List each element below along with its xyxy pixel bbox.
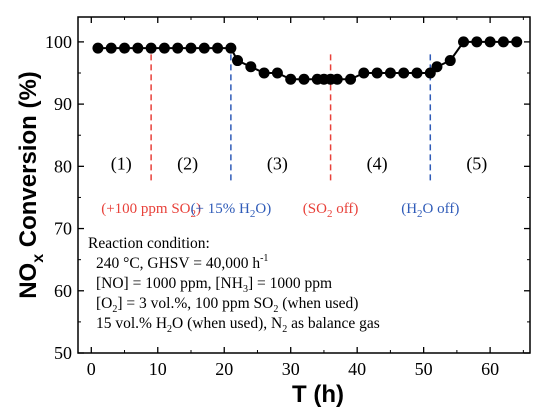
event-markers: (+100 ppm SO2)(+ 15% H2O) (SO2 off) (H2O o… bbox=[101, 54, 459, 220]
data-point bbox=[497, 36, 509, 48]
data-point bbox=[132, 42, 144, 54]
stage-label: (2) bbox=[177, 153, 198, 174]
annotation-line: 15 vol.% H2O (when used), N2 as balance … bbox=[96, 315, 380, 335]
event-label: (+100 ppm SO2) bbox=[101, 201, 201, 220]
annotation-line: Reaction condition: bbox=[88, 235, 210, 252]
stage-label: (1) bbox=[111, 153, 132, 174]
x-tick-label: 50 bbox=[415, 359, 433, 379]
data-point bbox=[398, 67, 410, 79]
data-point bbox=[258, 67, 270, 79]
data-point bbox=[331, 73, 343, 85]
chart-labels: T (h) NOx Conversion (%) (1) (2) (3) (4) (5) Re… bbox=[15, 71, 487, 408]
stage-label: (5) bbox=[466, 153, 487, 174]
data-point bbox=[271, 67, 283, 79]
data-point bbox=[285, 73, 297, 85]
data-point bbox=[212, 42, 224, 54]
data-point bbox=[345, 73, 357, 85]
data-point bbox=[232, 55, 244, 67]
data-point bbox=[105, 42, 117, 54]
data-point bbox=[444, 55, 456, 67]
y-tick-label: 100 bbox=[45, 32, 72, 52]
axis-ticks: 0 10 20 30 40 50 60 50 60 70 80 90 100 bbox=[45, 17, 530, 379]
data-point bbox=[358, 67, 370, 79]
y-tick-label: 50 bbox=[54, 343, 72, 363]
plot-frame bbox=[77, 16, 531, 354]
stage-label: (3) bbox=[267, 153, 288, 174]
data-point bbox=[92, 42, 104, 54]
data-point bbox=[384, 67, 396, 79]
y-tick-label: 80 bbox=[54, 156, 72, 176]
data-point bbox=[298, 73, 310, 85]
x-tick-label: 10 bbox=[149, 359, 167, 379]
x-axis-label: T (h) bbox=[292, 381, 344, 408]
event-label: (+ 15% H2O) bbox=[191, 201, 272, 220]
event-label: (H2O off) bbox=[401, 201, 459, 220]
data-point bbox=[225, 42, 237, 54]
data-point bbox=[158, 42, 170, 54]
stage-label: (4) bbox=[367, 153, 388, 174]
data-point bbox=[471, 36, 483, 48]
y-tick-label: 70 bbox=[54, 219, 72, 239]
data-point bbox=[458, 36, 470, 48]
event-label: (SO2 off) bbox=[303, 201, 359, 220]
data-point bbox=[119, 42, 131, 54]
annotation-line: 240 °C, GHSV = 40,000 h-1 bbox=[96, 253, 268, 272]
data-point bbox=[431, 61, 443, 73]
data-point bbox=[245, 61, 257, 73]
data-point bbox=[371, 67, 383, 79]
annotation-line: [NO] = 1000 ppm, [NH3] = 1000 ppm bbox=[96, 275, 332, 295]
data-point bbox=[198, 42, 210, 54]
data-point bbox=[484, 36, 496, 48]
x-tick-label: 0 bbox=[87, 359, 96, 379]
data-point bbox=[411, 67, 423, 79]
axes-frame bbox=[77, 16, 531, 354]
data-point bbox=[172, 42, 184, 54]
x-tick-label: 60 bbox=[481, 359, 499, 379]
annotation-line: [O2] = 3 vol.%, 100 ppm SO2 (when used) bbox=[96, 295, 358, 315]
x-tick-label: 30 bbox=[282, 359, 300, 379]
data-point bbox=[145, 42, 157, 54]
x-tick-label: 40 bbox=[348, 359, 366, 379]
data-point bbox=[185, 42, 197, 54]
data-series bbox=[92, 36, 523, 85]
y-axis-label: NOx Conversion (%) bbox=[15, 71, 47, 299]
y-tick-label: 90 bbox=[54, 94, 72, 114]
x-tick-label: 20 bbox=[215, 359, 233, 379]
data-point bbox=[511, 36, 523, 48]
y-tick-label: 60 bbox=[54, 281, 72, 301]
